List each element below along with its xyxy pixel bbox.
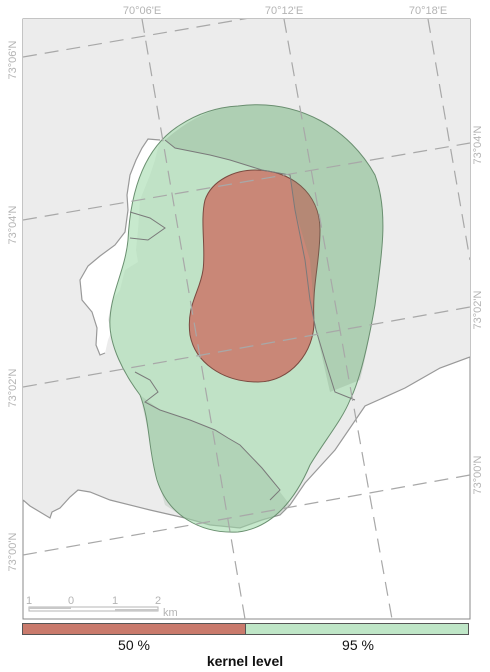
- scale-bar-tick-3: 1: [112, 595, 118, 607]
- grid-label-left-1: 73°06'N: [7, 40, 19, 79]
- legend-label-95: 95 %: [342, 637, 374, 653]
- grid-label-left-4: 73°00'N: [7, 532, 19, 571]
- grid-label-top-1: 70°06'E: [123, 5, 161, 17]
- scale-bar-tick-2: 0: [68, 595, 74, 607]
- legend-bar: [22, 623, 469, 635]
- scale-bar-unit: km: [163, 607, 178, 619]
- scale-bar: [28, 606, 159, 612]
- kernel-land-overlap-sw: [140, 395, 290, 528]
- coastline-inlet: [79, 138, 161, 356]
- grid-label-top-3: 70°18'E: [409, 5, 447, 17]
- kernel-land-overlap: [165, 104, 383, 392]
- grid-label-right-3: 73°00'N: [472, 455, 484, 494]
- grid-label-left-2: 73°04'N: [7, 205, 19, 244]
- grid-label-right-1: 73°04'N: [472, 125, 484, 164]
- grid-label-left-3: 73°02'N: [7, 368, 19, 407]
- internal-boundary-nw: [129, 211, 166, 241]
- internal-boundary-sw: [134, 371, 281, 501]
- grid-label-top-2: 70°12'E: [265, 5, 303, 17]
- scale-bar-tick-4: 2: [155, 595, 161, 607]
- kernel-50-area: [188, 169, 321, 383]
- scale-bar-tick-1: 1: [26, 595, 32, 607]
- grid-label-right-2: 73°02'N: [472, 290, 484, 329]
- legend-title: kernel level: [206, 653, 284, 669]
- graticule: [23, 19, 470, 619]
- legend-swatch-95: [246, 624, 468, 634]
- legend-label-50: 50 %: [118, 637, 150, 653]
- legend-swatch-50: [23, 624, 246, 634]
- internal-boundary: [164, 139, 356, 401]
